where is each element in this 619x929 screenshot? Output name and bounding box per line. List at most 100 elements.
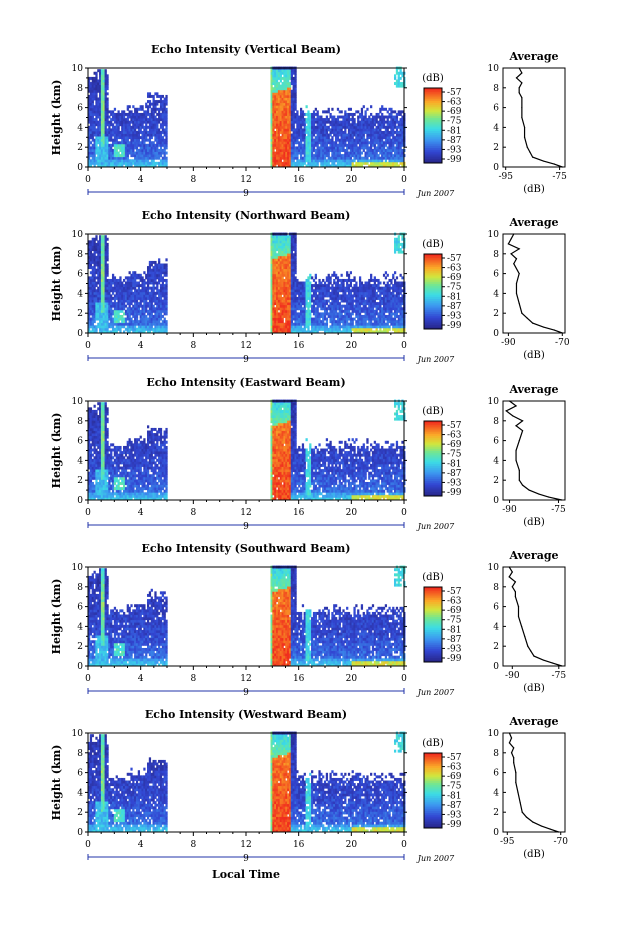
heatmap-cell [99,255,102,259]
heatmap-cell [366,138,369,142]
heatmap-cell [88,284,91,288]
heatmap-cell [130,130,133,134]
heatmap-cell [110,164,113,168]
heatmap-cell [124,317,128,321]
heatmap-cell [296,156,299,160]
heatmap-cell [91,307,94,311]
heatmap-cell [370,159,373,163]
heatmap-cell [111,141,115,145]
heatmap-cell [333,115,336,119]
heatmap-cell [134,271,137,275]
heatmap-cell [89,154,93,158]
heatmap-cell [371,151,375,155]
heatmap-cell [128,112,131,116]
heatmap-cell [100,291,104,295]
heatmap-cell [93,309,96,313]
heatmap-cell [294,255,297,259]
heatmap-cell [318,118,321,122]
heatmap-cell [322,143,325,147]
colorbar-segment [424,112,442,115]
heatmap-cell [117,125,120,129]
heatmap-cell [314,120,317,124]
heatmap-cell [165,289,168,293]
heatmap-cell [111,151,115,155]
heatmap-cell [88,115,91,119]
heatmap-cell [287,141,290,145]
heatmap-cell [301,118,305,122]
heatmap-cell [294,89,297,93]
heatmap-cell [368,136,371,140]
heatmap-cell [329,143,332,147]
heatmap-cell [281,71,284,75]
heatmap-cell [379,156,382,160]
heatmap-cell [344,164,347,168]
heatmap-cell [311,112,314,116]
heatmap-cell [377,141,380,145]
heatmap-cell [95,107,98,111]
heatmap-cell [106,284,109,288]
heatmap-cell [279,71,282,75]
heatmap-cell [305,148,308,152]
heatmap-cell [301,156,305,160]
heatmap-cell [288,159,292,163]
heatmap-cell [123,289,126,293]
heatmap-cell [110,325,113,329]
heatmap-cell [307,307,310,311]
heatmap-cell [121,154,124,158]
heatmap-cell [342,120,345,124]
heatmap-cell [104,94,107,98]
heatmap-cell [357,141,360,145]
heatmap-cell [377,128,380,132]
heatmap-cell [117,110,120,114]
heatmap-cell [123,146,126,150]
heatmap-cell [123,286,126,290]
heatmap-cell [115,294,118,298]
heatmap-cell [292,69,295,73]
heatmap-cell [132,154,135,158]
heatmap-cell [128,115,131,119]
heatmap-cell [99,69,102,73]
heatmap-cell [115,320,118,324]
heatmap-cell [333,146,336,150]
heatmap-cell [91,79,94,83]
heatmap-cell [349,125,352,129]
heatmap-cell [108,281,111,285]
heatmap-cell [130,133,133,137]
heatmap-cell [124,164,128,168]
heatmap-cell [342,118,345,122]
heatmap-cell [285,110,288,114]
colorbar-segment [424,123,442,127]
heatmap-cell [377,164,380,168]
heatmap-cell [358,146,362,150]
heatmap-cell [395,156,399,160]
heatmap-cell [379,138,382,142]
heatmap-cell [270,115,273,119]
heatmap-cell [342,161,345,165]
heatmap-cell [281,161,284,165]
heatmap-cell [401,136,404,140]
heatmap-cell [274,250,277,254]
colorbar-segment [424,108,442,112]
heatmap-cell [279,74,282,78]
heatmap-cell [388,130,391,134]
heatmap-cell [366,118,369,122]
heatmap-cell [134,125,137,129]
heatmap-cell [377,148,380,152]
heatmap-cell [307,164,310,168]
heatmap-cell [333,317,336,321]
heatmap-cell [312,118,316,122]
heatmap-cell [100,87,104,91]
heatmap-cell [99,242,102,246]
heatmap-cell [316,128,319,132]
heatmap-cell [139,148,142,152]
heatmap-cell [336,143,340,147]
heatmap-cell [99,97,102,101]
heatmap-cell [130,273,133,277]
heatmap-cell [299,164,303,168]
heatmap-cell [110,154,113,158]
heatmap-cell [93,258,96,262]
heatmap-cell [89,136,93,140]
heatmap-cell [322,125,325,129]
heatmap-cell [311,151,314,155]
heatmap-cell [283,112,286,116]
